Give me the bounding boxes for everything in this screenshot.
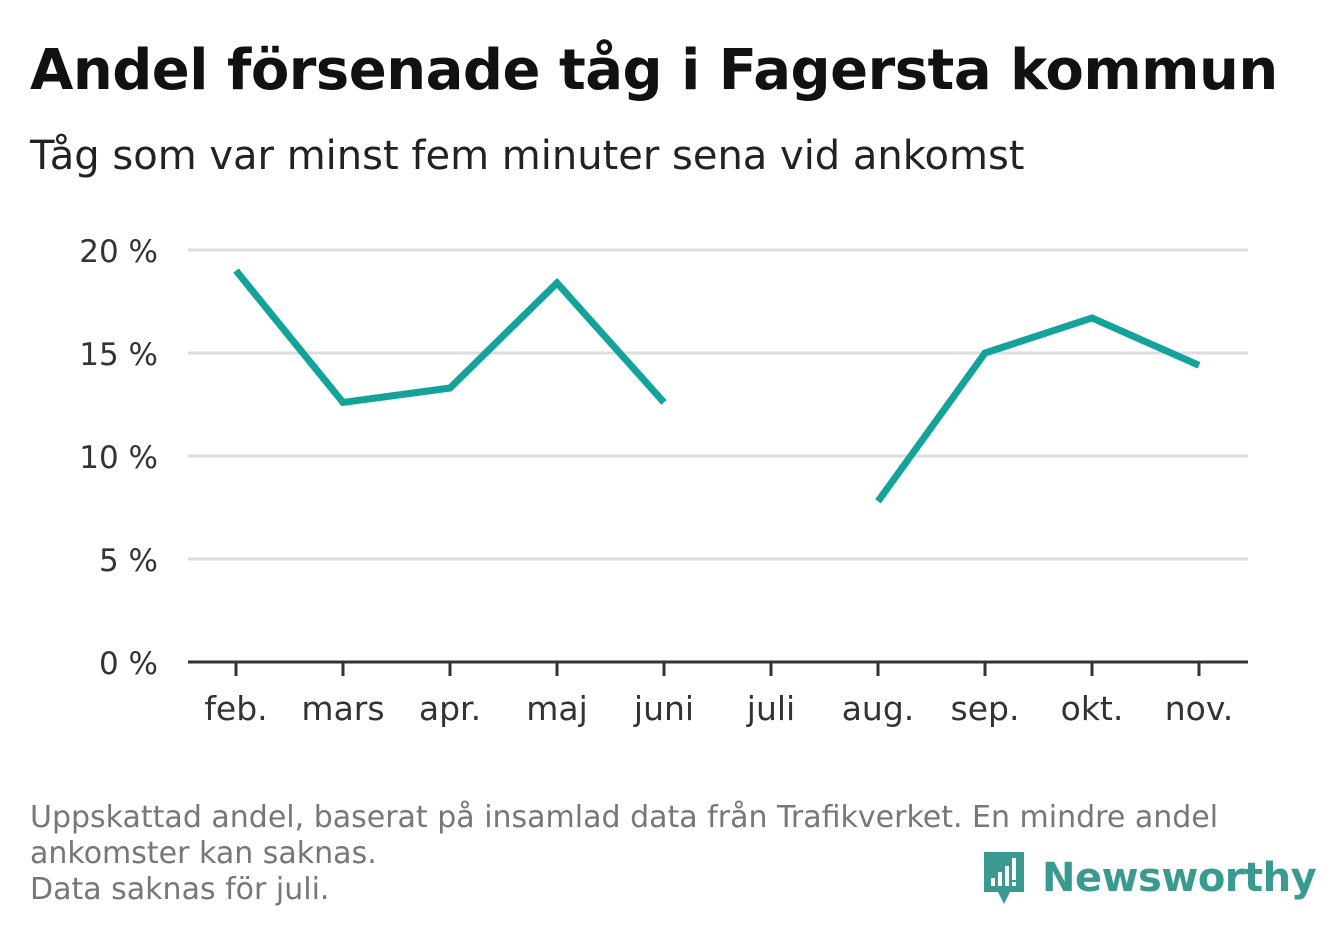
series-line-segment — [875, 314, 1201, 504]
grid-lines — [188, 248, 1248, 561]
x-tick-label: nov. — [1165, 689, 1234, 728]
footnote-line-2: ankomster kan saknas. — [30, 836, 377, 871]
chart-subtitle: Tåg som var minst fem minuter sena vid a… — [30, 133, 1025, 179]
brand-logo: Newsworthy — [980, 848, 1317, 908]
footnote: Uppskattad andel, baserat på insamlad da… — [30, 800, 1290, 908]
y-tick-label: 10 % — [79, 440, 158, 476]
footnote-line-3: Data saknas för juli. — [30, 872, 330, 907]
y-axis-ticks: 0 % 5 % 10 % 15 % 20 % — [79, 234, 158, 682]
x-tick-label: okt. — [1061, 689, 1124, 728]
y-tick-label: 15 % — [79, 337, 158, 373]
x-tick-label: mars — [301, 689, 384, 728]
x-tick-label: feb. — [204, 689, 267, 728]
x-tick-label: apr. — [419, 689, 481, 728]
brand-name: Newsworthy — [1042, 855, 1317, 901]
x-tick-label: aug. — [842, 689, 915, 728]
x-tick-label: juli — [746, 689, 795, 728]
x-tick-label: sep. — [951, 689, 1020, 728]
y-tick-label: 20 % — [79, 234, 158, 270]
footnote-line-1: Uppskattad andel, baserat på insamlad da… — [30, 800, 1219, 835]
y-tick-label: 5 % — [99, 543, 158, 579]
line-chart: 0 % 5 % 10 % 15 % 20 % feb. mars apr. maj juni ju… — [79, 234, 1248, 728]
y-tick-label: 0 % — [99, 646, 158, 682]
chart-title: Andel försenade tåg i Fagersta kommun — [30, 38, 1278, 103]
newsworthy-logo-icon — [984, 852, 1024, 904]
x-tick-label: juni — [633, 689, 694, 728]
x-tick-label: maj — [526, 689, 588, 728]
data-series — [233, 268, 1201, 504]
series-line-segment — [233, 268, 667, 407]
x-axis: feb. mars apr. maj juni juli aug. sep. okt. nov. — [188, 660, 1248, 728]
